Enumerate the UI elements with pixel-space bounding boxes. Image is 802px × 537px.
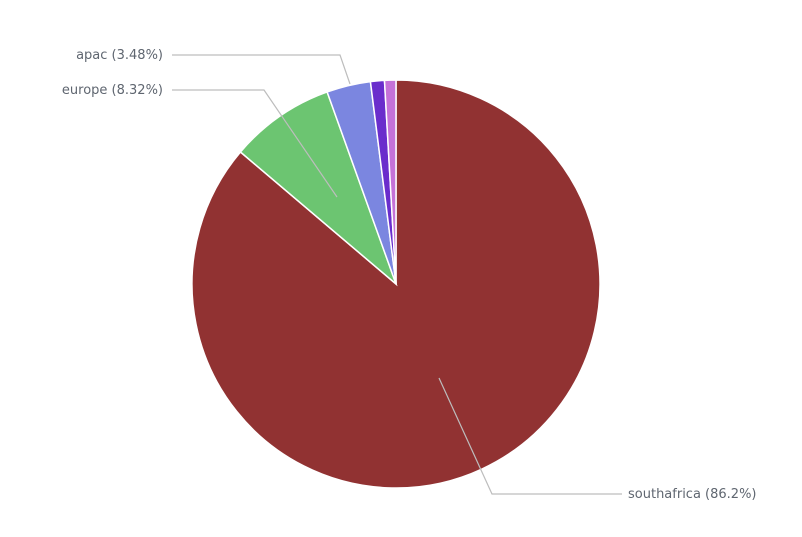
slice-label-apac: apac (3.48%) bbox=[76, 48, 163, 63]
leader-line-europe bbox=[172, 89, 338, 198]
slice-labels: southafrica (86.2%) europe (8.32%) apac … bbox=[62, 48, 757, 502]
leader-lines bbox=[172, 54, 622, 495]
pie-slice-europe[interactable] bbox=[239, 91, 398, 287]
pie-slice-unnamed-4[interactable] bbox=[383, 79, 397, 285]
leader-line-southafrica bbox=[438, 377, 622, 495]
slice-label-europe: europe (8.32%) bbox=[62, 83, 163, 98]
slice-label-southafrica: southafrica (86.2%) bbox=[628, 487, 757, 502]
pie-slices bbox=[191, 79, 601, 489]
leader-line-apac bbox=[172, 54, 351, 85]
